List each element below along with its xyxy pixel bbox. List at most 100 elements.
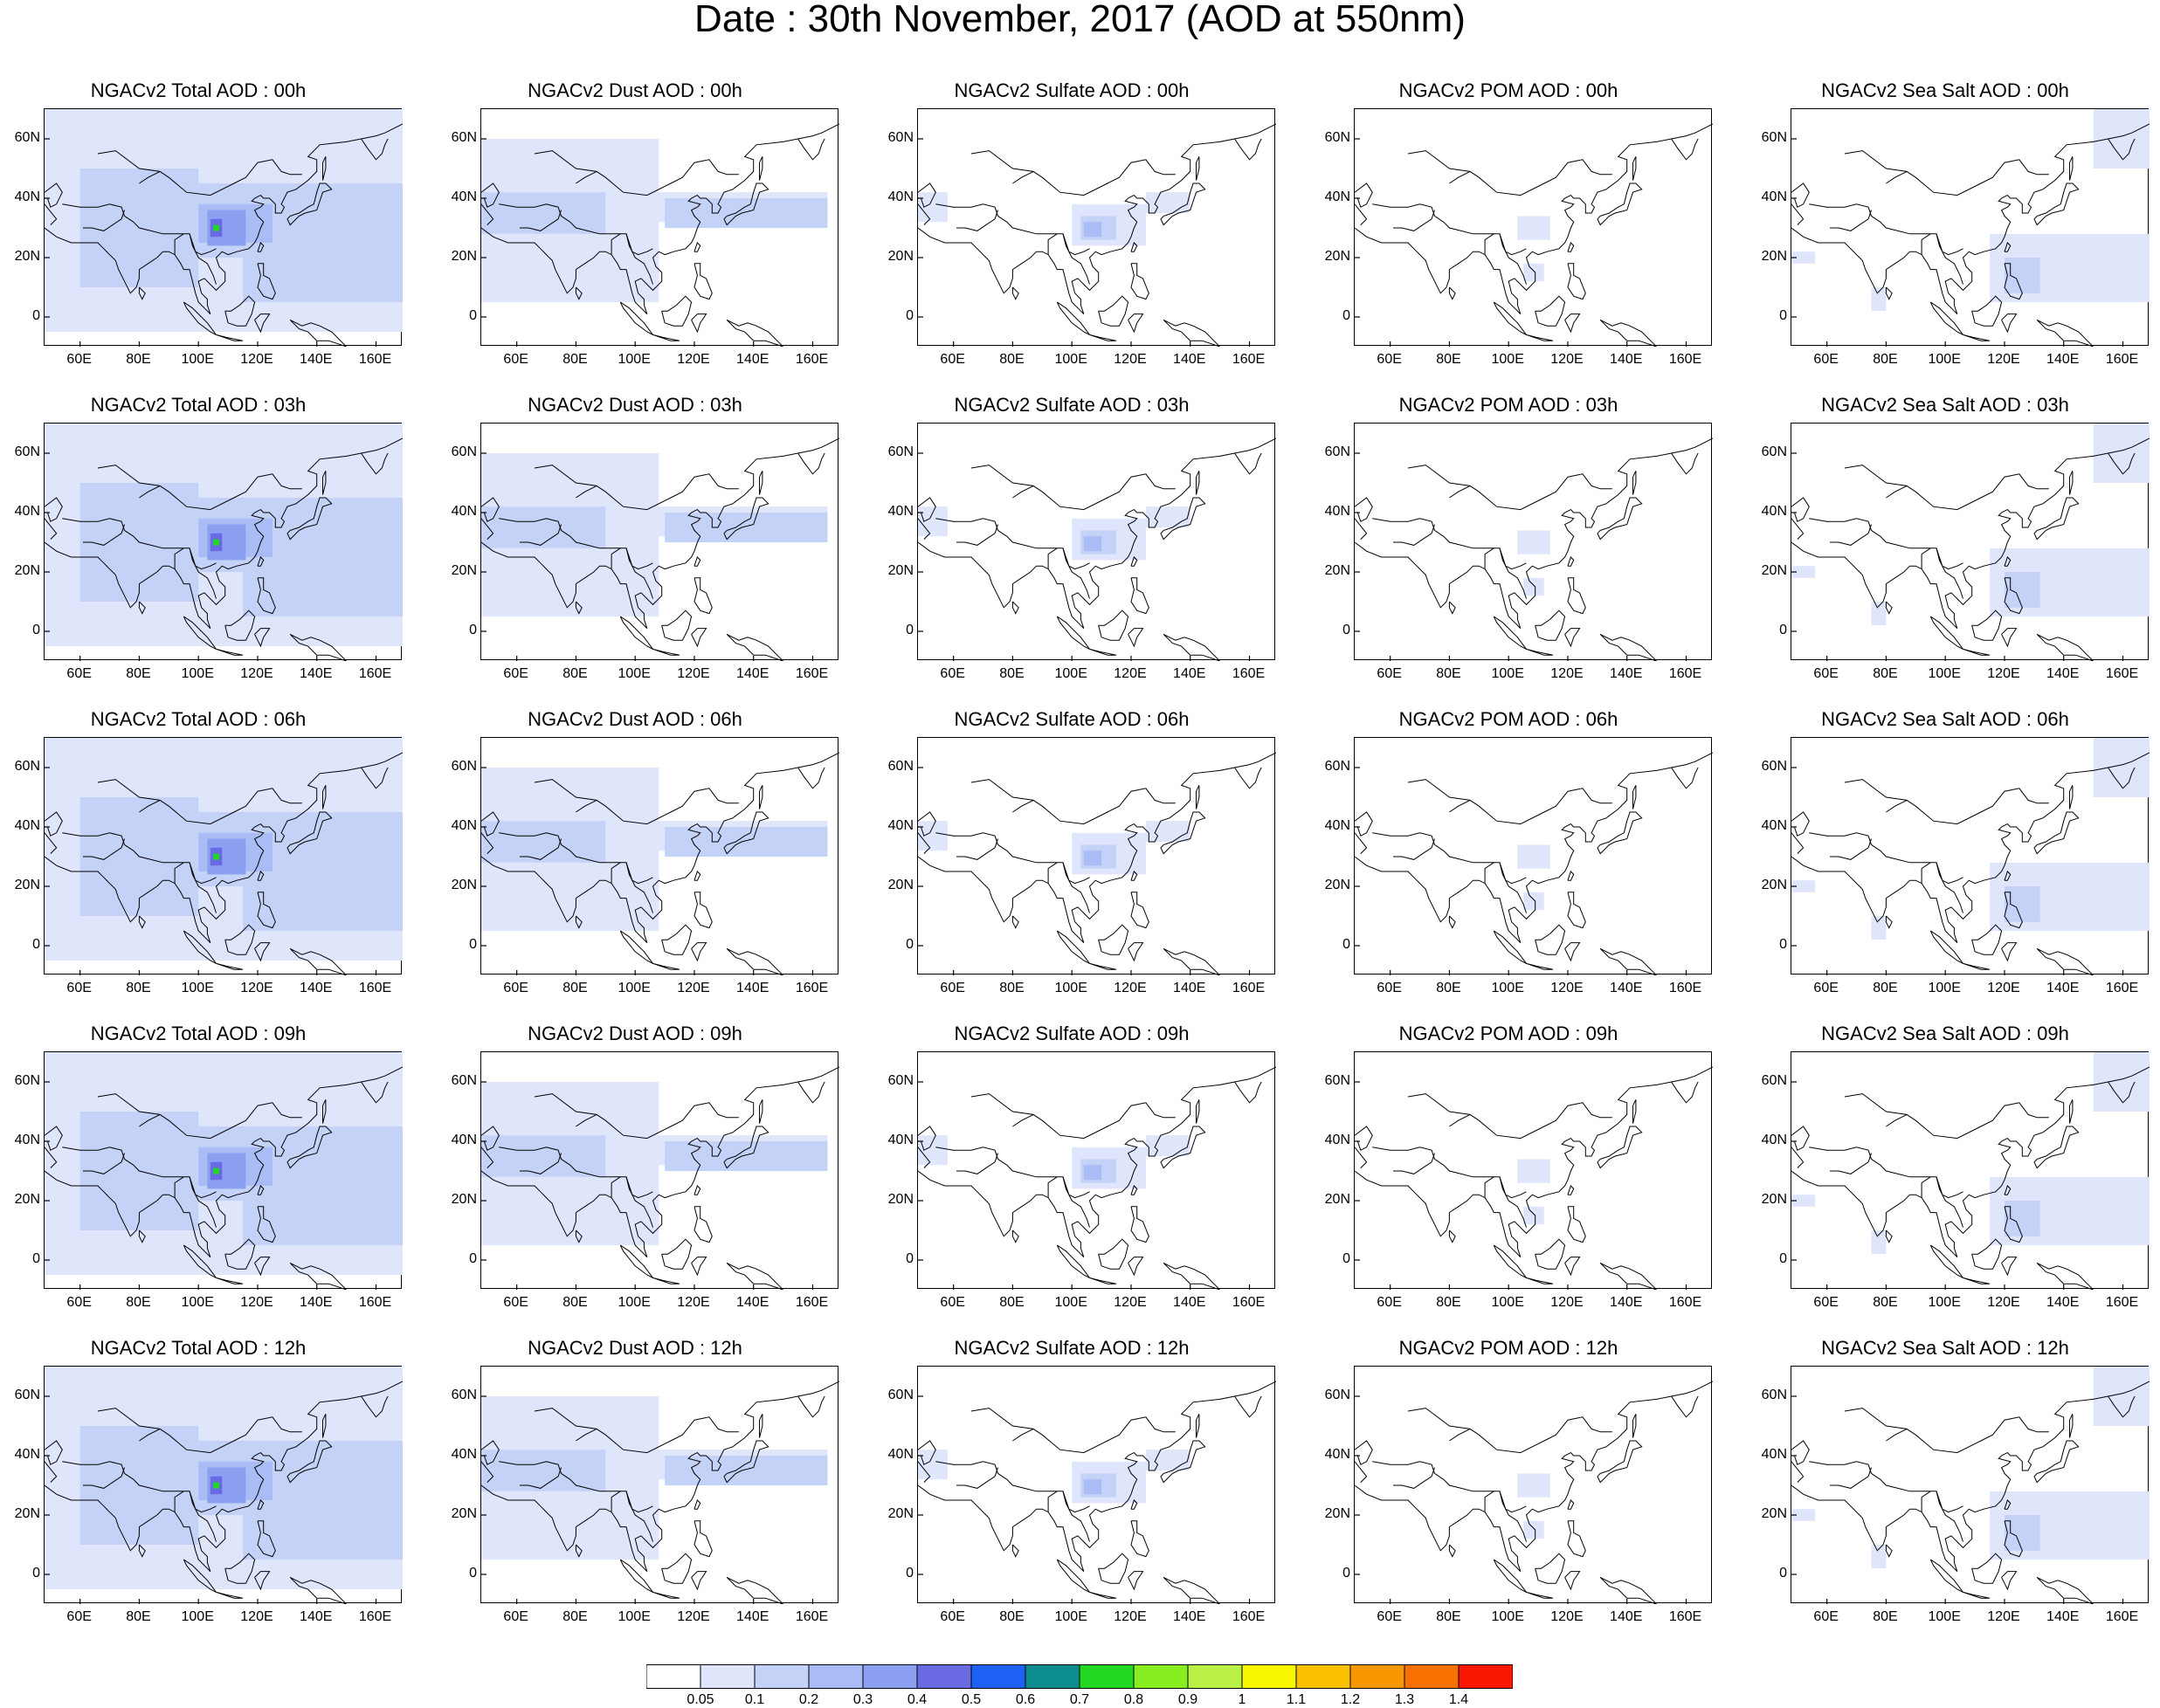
lon-tick-label: 100E — [618, 1609, 651, 1624]
coastline — [1196, 1414, 1200, 1438]
lon-tick-label: 60E — [66, 666, 92, 681]
coastline — [1963, 1277, 1991, 1284]
coastline — [1844, 465, 2049, 511]
coastline — [1098, 1238, 1129, 1270]
aod-region — [665, 827, 828, 857]
coastline — [1632, 1414, 1637, 1438]
coastline — [619, 616, 653, 650]
colorbar-label: 0.5 — [961, 1692, 982, 1707]
lon-tick-label: 120E — [240, 352, 273, 367]
aod-region — [2093, 424, 2150, 483]
coastline — [286, 183, 333, 226]
coastline — [286, 497, 333, 541]
coastline — [1196, 156, 1200, 181]
coastline — [1526, 334, 1554, 341]
coastline — [289, 947, 347, 975]
coastline — [1056, 930, 1090, 964]
aod-region — [1083, 536, 1102, 552]
coastline — [1407, 1408, 1612, 1454]
coastline — [1011, 601, 1019, 615]
lon-tick-label: 100E — [181, 1609, 214, 1624]
coastline — [1407, 465, 1612, 511]
coastline — [1484, 233, 1494, 255]
coastline — [1196, 1099, 1200, 1124]
lon-tick-label: 120E — [1550, 1609, 1584, 1624]
panel-title: NGACv2 Sulfate AOD : 12h — [954, 1337, 1190, 1359]
coastline — [2004, 242, 2012, 252]
coastline — [1567, 1520, 1586, 1558]
coastline — [1632, 785, 1637, 809]
lat-tick-label: 20N — [1324, 563, 1350, 578]
lon-tick-label: 80E — [1436, 666, 1461, 681]
colorbar-label: 0.9 — [1177, 1692, 1198, 1707]
lat-tick-label: 0 — [32, 623, 40, 637]
lon-tick-label: 80E — [1873, 666, 1898, 681]
coastline — [918, 752, 1276, 943]
lat-tick-label: 0 — [1779, 1251, 1787, 1266]
lat-tick-label: 20N — [451, 1192, 477, 1207]
coastline — [625, 233, 653, 285]
coastline — [322, 1099, 327, 1124]
lat-tick-label: 0 — [906, 308, 914, 323]
lat-tick-label: 20N — [1761, 1192, 1787, 1207]
coastline — [1599, 633, 1657, 661]
lon-tick-label: 160E — [795, 666, 829, 681]
lat-tick-label: 60N — [887, 759, 914, 774]
lon-tick-label: 160E — [795, 981, 829, 995]
map-panel: NGACv2 POM AOD : 00h 60N 40N 20N 0 60E 80E 100E… — [1312, 80, 1714, 382]
coastline — [1484, 548, 1494, 569]
map-frame — [917, 108, 1276, 347]
map-panel: NGACv2 POM AOD : 12h 60N 40N 20N 0 60E 80E 100E… — [1312, 1338, 1714, 1640]
lon-tick-label: 100E — [1928, 666, 1961, 681]
coastline — [1089, 962, 1117, 970]
coastline — [534, 1408, 739, 1454]
lon-tick-label: 100E — [618, 981, 651, 995]
lon-tick-label: 60E — [940, 1295, 965, 1310]
coastline — [83, 210, 125, 231]
lat-tick-label: 20N — [451, 249, 477, 264]
coastline — [918, 123, 1276, 314]
map-panel: NGACv2 Sea Salt AOD : 12h 60N 40N 20N 0 60E 80… — [1749, 1338, 2150, 1640]
coastline — [1830, 210, 1872, 231]
coastline — [1597, 497, 1643, 541]
coastline — [1355, 123, 1713, 314]
lat-tick-label: 60N — [1324, 130, 1350, 145]
coastline — [257, 892, 276, 929]
coastline — [1355, 437, 1713, 629]
coastline — [499, 832, 653, 885]
map-panel: NGACv2 Total AOD : 06h 60N 40N 20N 0 60E 80E 10… — [2, 709, 404, 1011]
lat-tick-label: 20N — [14, 563, 40, 578]
coastline — [45, 1381, 403, 1572]
lat-tick-label: 40N — [887, 1133, 914, 1147]
aod-region — [516, 1515, 576, 1545]
coastline — [1448, 1229, 1456, 1243]
map-panel: NGACv2 Sulfate AOD : 06h 60N 40N 20N 0 60E 80E… — [875, 709, 1277, 1011]
coastline — [2069, 785, 2074, 809]
lat-tick-label: 0 — [906, 623, 914, 637]
lat-tick-label: 20N — [887, 1506, 914, 1521]
coastline — [1047, 548, 1058, 569]
coastline — [62, 203, 217, 256]
map-frame — [917, 1051, 1276, 1290]
map-panel: NGACv2 POM AOD : 09h 60N 40N 20N 0 60E 80E 100E… — [1312, 1023, 1714, 1326]
coastline — [1012, 1428, 1034, 1442]
lat-tick-label: 0 — [32, 1251, 40, 1266]
lat-tick-label: 0 — [1342, 308, 1350, 323]
aod-region — [665, 513, 828, 542]
coastline — [694, 1185, 701, 1195]
aod-region — [1523, 1520, 1544, 1539]
coastline — [257, 1499, 265, 1510]
coastline — [45, 1066, 403, 1257]
aod-map — [1791, 738, 2150, 975]
lat-tick-label: 60N — [1324, 444, 1350, 459]
coastline — [45, 123, 403, 314]
coastline — [576, 1428, 597, 1442]
colorbar-swatch — [646, 1664, 701, 1689]
coastline — [726, 633, 783, 661]
aod-map — [45, 1367, 403, 1604]
coastline — [1535, 610, 1566, 641]
colorbar-swatch — [700, 1664, 756, 1689]
lat-tick-label: 60N — [1324, 759, 1350, 774]
coastline — [2069, 471, 2074, 495]
map-frame — [1354, 423, 1713, 661]
